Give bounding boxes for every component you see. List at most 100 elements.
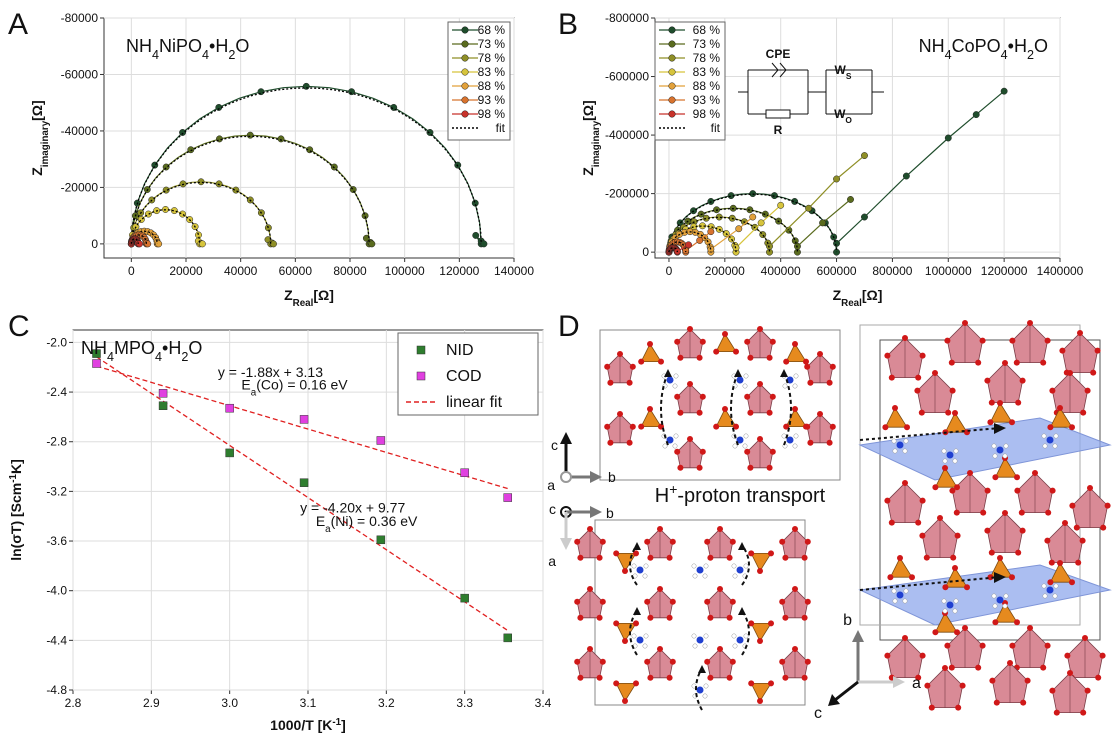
- nitrogen-atom: [896, 441, 904, 449]
- axis-label-a: a: [547, 477, 555, 493]
- data-point: [136, 240, 143, 248]
- oxygen-atom: [696, 354, 703, 361]
- oxygen-atom: [779, 658, 786, 665]
- oxygen-atom: [915, 674, 922, 681]
- oxygen-atom: [658, 358, 664, 365]
- axis-label-c: c: [549, 501, 556, 517]
- nitrogen-atom: [896, 591, 904, 599]
- oxygen-atom: [993, 699, 1000, 706]
- oxygen-atom: [669, 538, 676, 545]
- oxygen-atom: [713, 423, 720, 430]
- data-point: [197, 178, 205, 186]
- oxygen-atom: [644, 598, 651, 605]
- y-tick-label: -80000: [61, 11, 99, 25]
- oxygen-atom: [1027, 320, 1033, 326]
- arrowhead: [664, 369, 672, 377]
- oxygen-atom: [952, 565, 958, 571]
- oxygen-atom: [744, 393, 751, 400]
- hydrogen-atom: [673, 373, 679, 379]
- hydrogen-atom: [952, 458, 958, 464]
- oxygen-atom: [1069, 424, 1075, 431]
- hydrogen-atom: [702, 693, 708, 699]
- x-tick-label: 3.2: [378, 696, 395, 710]
- legend-label: 83 %: [693, 65, 721, 79]
- oxygen-atom: [950, 554, 957, 561]
- unit-cell-back: [859, 324, 1081, 626]
- data-point: [847, 196, 854, 203]
- hydrogen-atom: [702, 643, 708, 649]
- y-tick-label: -40000: [61, 124, 99, 138]
- oxygen-atom: [954, 484, 960, 491]
- hydrogen-atom: [743, 563, 749, 569]
- oxygen-atom: [574, 658, 581, 665]
- oxygen-atom: [666, 554, 673, 561]
- oxygen-atom: [783, 423, 790, 430]
- oxygen-atom: [987, 419, 994, 426]
- oxygen-atom: [748, 680, 755, 687]
- oxygen-atom: [904, 424, 910, 431]
- oxygen-atom: [587, 586, 593, 592]
- oxygen-atom: [932, 370, 938, 376]
- oxygen-atom: [633, 550, 639, 557]
- oxygen-atom: [944, 642, 951, 649]
- data-point: [503, 633, 512, 643]
- oxygen-atom: [1067, 670, 1073, 676]
- oxygen-atom: [801, 614, 808, 621]
- data-point: [299, 478, 309, 487]
- legend-swatch-marker: [461, 40, 469, 48]
- oxygen-atom: [1059, 347, 1066, 354]
- oxygen-atom: [729, 598, 736, 605]
- hydrogen-atom: [792, 443, 798, 449]
- hydrogen-atom: [792, 383, 798, 389]
- oxygen-atom: [949, 387, 956, 394]
- oxygen-atom: [657, 586, 663, 592]
- hydrogen-atom: [1002, 453, 1008, 459]
- data-point: [944, 134, 952, 142]
- data-point: [805, 204, 813, 212]
- oxygen-atom: [748, 550, 755, 557]
- oxygen-atom: [1009, 337, 1016, 344]
- tetrahedron: [989, 402, 1013, 423]
- legend-swatch-marker: [416, 345, 426, 355]
- oxygen-atom: [948, 664, 955, 671]
- hydrogen-atom: [942, 608, 948, 614]
- tetrahedron: [994, 602, 1018, 623]
- legend-label: linear fit: [446, 394, 503, 411]
- oxygen-atom: [747, 464, 754, 471]
- oxygen-atom: [919, 497, 926, 504]
- oxygen-atom: [888, 374, 895, 381]
- oxygen-atom: [882, 424, 889, 431]
- axis-c-arrow: [834, 680, 859, 702]
- hydrogen-atom: [692, 643, 698, 649]
- oxygen-atom: [989, 677, 996, 684]
- tetrahedron: [785, 343, 807, 363]
- oxygen-atom: [884, 497, 891, 504]
- x-tick-label: 20000: [169, 264, 203, 278]
- oxygen-atom: [928, 704, 935, 711]
- oxygen-atom: [792, 586, 798, 592]
- hydrogen-atom: [992, 603, 998, 609]
- nitrogen-atom: [696, 566, 704, 574]
- axis-label-b: b: [606, 505, 614, 521]
- data-point: [92, 349, 101, 358]
- panel-letter-a: A: [8, 8, 29, 41]
- oxygen-atom: [704, 598, 711, 605]
- nitrogen-atom: [636, 636, 644, 644]
- oxygen-atom: [979, 337, 986, 344]
- nitrogen-atom: [736, 566, 744, 574]
- unit-cell-front: [879, 339, 1101, 641]
- oxygen-atom: [707, 614, 714, 621]
- legend-label: 68 %: [693, 23, 721, 37]
- oxygen-atom: [1009, 419, 1015, 426]
- data-point: [696, 236, 704, 244]
- tetrahedron: [944, 412, 968, 433]
- hydrogen-atom: [732, 643, 738, 649]
- hydrogen-atom: [941, 448, 947, 454]
- oxygen-atom: [1047, 424, 1054, 431]
- oxygen-atom: [726, 674, 733, 681]
- oxygen-atom: [984, 527, 991, 534]
- hydrogen-atom: [902, 598, 908, 604]
- oxygen-atom: [1047, 579, 1054, 586]
- data-point: [179, 129, 187, 136]
